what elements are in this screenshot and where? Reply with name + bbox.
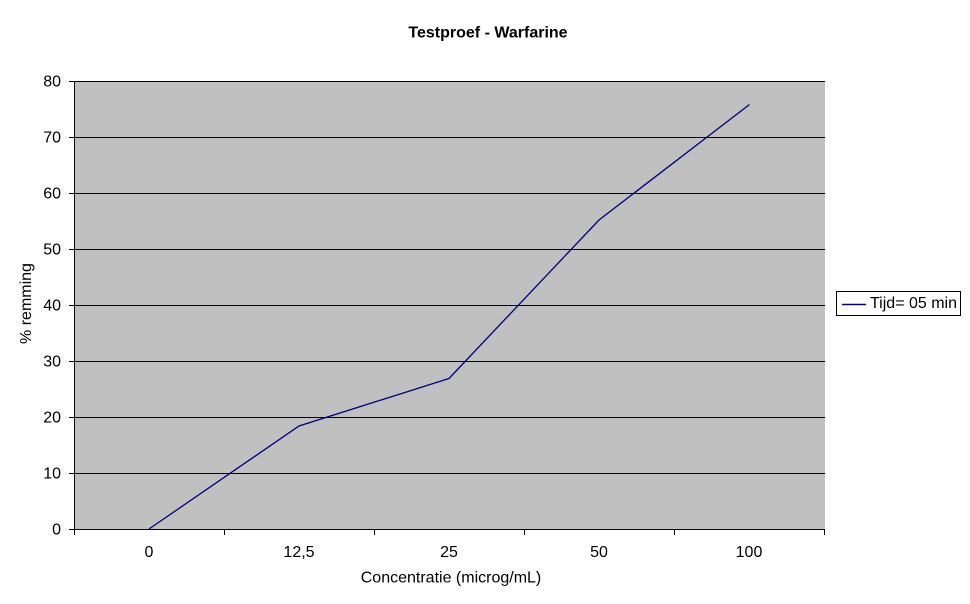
svg-text:100: 100	[736, 544, 763, 561]
svg-text:20: 20	[43, 410, 61, 427]
svg-text:40: 40	[43, 298, 61, 315]
svg-text:70: 70	[43, 130, 61, 147]
svg-text:12,5: 12,5	[283, 544, 314, 561]
svg-text:80: 80	[43, 74, 61, 91]
svg-text:Concentratie (microg/mL): Concentratie (microg/mL)	[361, 570, 542, 587]
svg-text:30: 30	[43, 354, 61, 371]
svg-text:50: 50	[43, 242, 61, 259]
svg-text:% remming: % remming	[18, 263, 35, 344]
svg-text:50: 50	[590, 544, 608, 561]
svg-text:10: 10	[43, 466, 61, 483]
svg-text:0: 0	[145, 544, 154, 561]
svg-text:Testproef - Warfarine: Testproef - Warfarine	[408, 25, 567, 42]
svg-text:Tijd= 05 min: Tijd= 05 min	[870, 295, 957, 312]
svg-text:25: 25	[440, 544, 458, 561]
svg-text:0: 0	[52, 522, 61, 539]
svg-text:60: 60	[43, 186, 61, 203]
